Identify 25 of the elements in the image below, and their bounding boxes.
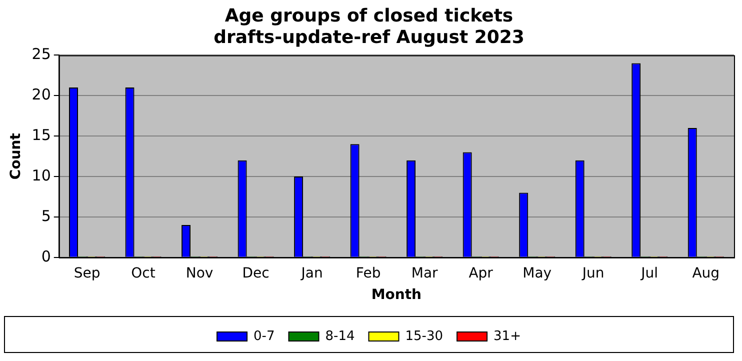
y-tick-label: 5 [41,206,51,225]
x-tick-label: Sep [74,265,100,282]
y-tick-label: 10 [32,166,51,184]
x-tick-label: May [522,265,552,282]
legend-label: 15-30 [405,328,444,344]
y-tick-label: 0 [41,247,51,266]
legend-label: 0-7 [254,328,275,344]
y-tick-label: 25 [32,45,51,64]
legend-label: 8-14 [325,328,355,344]
x-tick-label: Dec [242,265,270,282]
x-axis-title: Month [371,287,422,304]
y-tick-label: 15 [32,126,51,144]
x-tick-label: Jun [581,265,604,282]
legend-label: 31+ [494,328,521,344]
x-tick-label: Mar [411,265,438,282]
x-tick-label: Jan [300,265,323,282]
y-axis-title: Count [8,132,24,180]
chart-title: Age groups of closed tickets drafts-update-ref August 2023 [214,5,524,48]
x-tick-label: Nov [186,265,214,282]
x-tick-label: Apr [468,265,494,282]
x-tick-label: Jul [640,265,658,282]
x-tick-label: Oct [131,265,156,282]
x-tick-label: Aug [692,265,720,282]
x-tick-label: Feb [356,265,381,282]
y-tick-label: 20 [32,86,51,104]
